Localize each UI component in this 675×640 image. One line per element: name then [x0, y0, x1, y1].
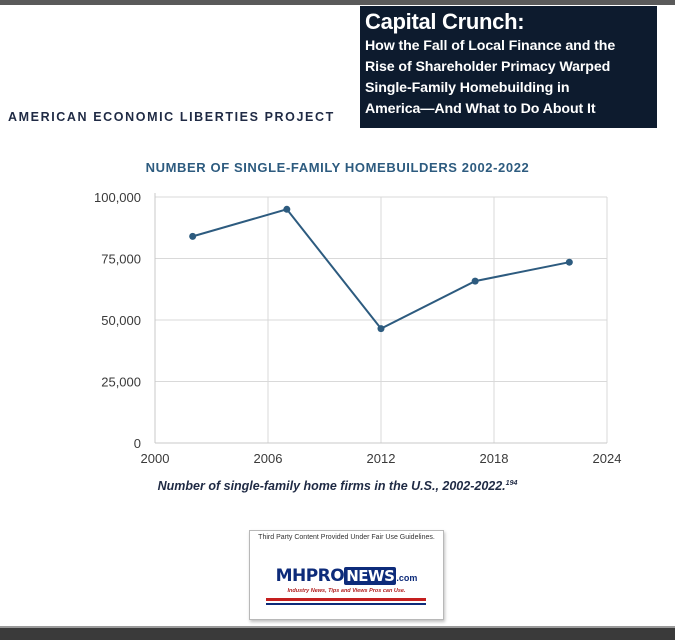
report-subtitle-line-4: America—And What to Do About It — [365, 101, 596, 117]
logo-tagline: Industry News, Tips and Views Pros can U… — [287, 588, 406, 594]
caption-text: Number of single-family home firms in th… — [157, 479, 506, 493]
logo-com: .com — [396, 573, 418, 583]
chart-caption: Number of single-family home firms in th… — [0, 479, 675, 493]
report-title: Capital Crunch: — [365, 9, 525, 34]
x-tick-label: 2012 — [367, 451, 396, 466]
caption-footnote: 194 — [505, 479, 518, 487]
y-tick-label: 25,000 — [101, 375, 141, 390]
fair-use-notice: Third Party Content Provided Under Fair … — [258, 534, 435, 541]
logo-mhpro: MHPRO — [275, 566, 345, 586]
x-tick-label: 2018 — [480, 451, 509, 466]
data-point — [377, 325, 385, 333]
logo-news: NEWS — [344, 567, 397, 585]
bottom-border — [0, 628, 675, 640]
mhpronews-logo: MHPRO NEWS .com — [250, 566, 443, 586]
data-point — [565, 258, 573, 266]
report-subtitle-line-1: How the Fall of Local Finance and the — [365, 38, 616, 54]
x-tick-label: 2024 — [593, 451, 622, 466]
report-subtitle-line-3: Single-Family Homebuilding in — [365, 80, 570, 96]
logo-red-rule — [266, 598, 426, 601]
report-title-box: Capital Crunch: How the Fall of Local Fi… — [360, 6, 657, 128]
data-point — [471, 277, 479, 285]
y-tick-label: 75,000 — [101, 252, 141, 267]
y-tick-label: 0 — [134, 436, 141, 451]
y-tick-label: 100,000 — [94, 190, 141, 205]
organization-name: AMERICAN ECONOMIC LIBERTIES PROJECT — [8, 110, 335, 124]
report-subtitle-line-2: Rise of Shareholder Primacy Warped — [365, 59, 611, 75]
logo-blue-rule — [266, 603, 426, 605]
bottom-border-line — [0, 626, 675, 628]
top-border — [0, 0, 675, 5]
x-tick-label: 2000 — [141, 451, 170, 466]
y-tick-label: 50,000 — [101, 313, 141, 328]
chart-title: NUMBER OF SINGLE-FAMILY HOMEBUILDERS 200… — [145, 160, 530, 175]
data-point — [189, 232, 197, 240]
fair-use-badge: Third Party Content Provided Under Fair … — [249, 530, 444, 620]
data-point — [283, 205, 291, 213]
x-tick-label: 2006 — [254, 451, 283, 466]
